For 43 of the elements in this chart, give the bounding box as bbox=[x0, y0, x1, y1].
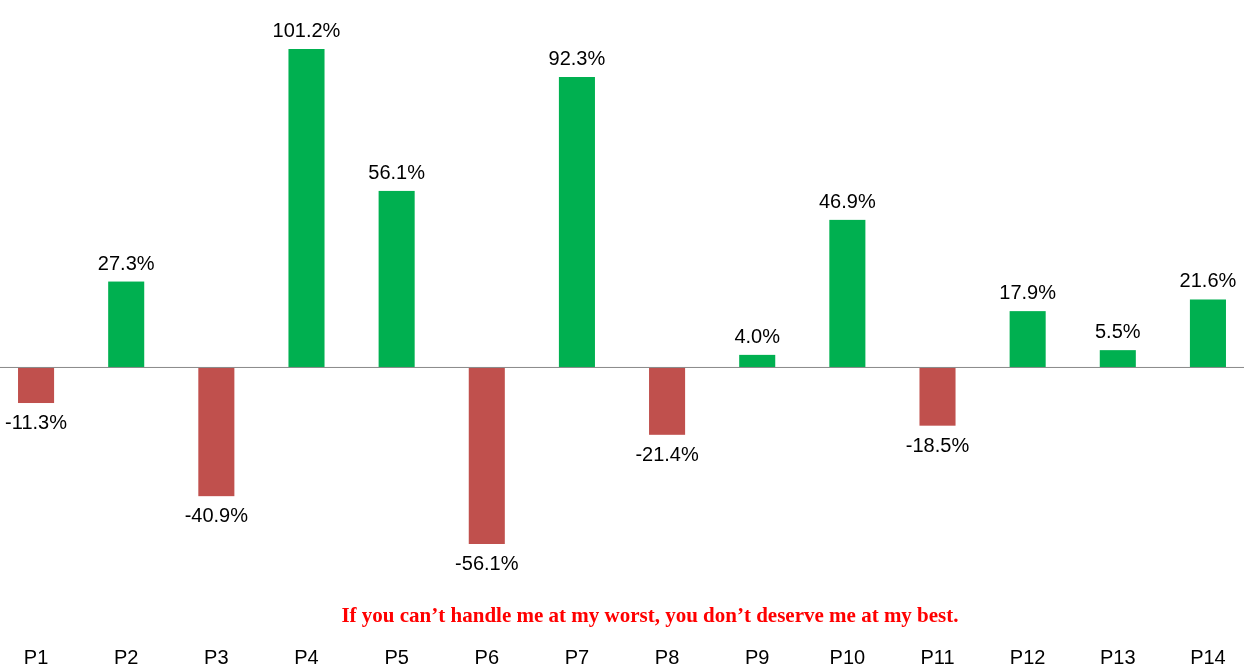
x-tick-label: P2 bbox=[113, 646, 139, 668]
data-label: 21.6% bbox=[1179, 269, 1237, 292]
bar bbox=[18, 367, 55, 404]
x-tick-label: P12 bbox=[1009, 646, 1046, 668]
data-label: 27.3% bbox=[97, 251, 155, 274]
data-label: -56.1% bbox=[455, 552, 519, 574]
x-tick-label: P8 bbox=[654, 646, 680, 668]
data-label: -11.3% bbox=[5, 411, 68, 434]
bar bbox=[288, 49, 325, 368]
x-tick-label: P11 bbox=[920, 646, 955, 668]
x-tick-label: P4 bbox=[294, 646, 319, 668]
text: If you can’t handle me at my worst, you don’t deserve me at my best. bbox=[341, 603, 959, 627]
data-label: 4.0% bbox=[734, 324, 781, 347]
x-tick-label: P1 bbox=[23, 646, 49, 668]
data-label: 101.2% bbox=[272, 19, 341, 41]
bar bbox=[919, 367, 956, 426]
x-tick-label: P9 bbox=[744, 646, 770, 668]
x-tick-label: P5 bbox=[384, 646, 409, 668]
data-label: 56.1% bbox=[368, 160, 426, 183]
data-label: 46.9% bbox=[819, 189, 876, 212]
data-label: 17.9% bbox=[999, 281, 1057, 304]
x-tick-label: P13 bbox=[1100, 646, 1136, 668]
x-tick-label: P14 bbox=[1190, 646, 1226, 668]
data-label: -40.9% bbox=[184, 504, 249, 527]
data-label: 5.5% bbox=[1095, 320, 1141, 343]
bar bbox=[1189, 299, 1226, 368]
bar bbox=[198, 367, 235, 497]
x-tick-label: P6 bbox=[474, 646, 500, 668]
x-tick-label: P7 bbox=[564, 646, 590, 668]
bar bbox=[108, 281, 145, 368]
bar bbox=[1099, 350, 1136, 368]
bar bbox=[1009, 311, 1046, 368]
bar bbox=[649, 367, 686, 435]
x-tick-label: P3 bbox=[204, 646, 229, 668]
data-label: -18.5% bbox=[905, 433, 970, 456]
x-tick-label: P10 bbox=[829, 646, 866, 668]
bar bbox=[558, 77, 595, 368]
data-label: 92.3% bbox=[548, 47, 606, 70]
bar bbox=[378, 190, 415, 368]
data-label: -21.4% bbox=[635, 442, 699, 465]
bar bbox=[468, 367, 505, 544]
bar bbox=[829, 219, 866, 368]
bar bbox=[739, 354, 776, 368]
